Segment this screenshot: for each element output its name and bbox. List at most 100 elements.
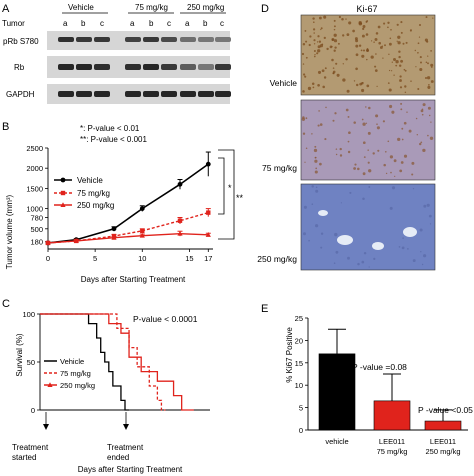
ihc-stain-dot: [357, 167, 360, 171]
ihc-stain-dot: [324, 138, 327, 141]
ihc-stain-dot: [342, 78, 346, 82]
ihc-stain-dot: [333, 25, 336, 28]
ihc-stain-dot: [388, 42, 392, 46]
ihc-stain-dot: [403, 68, 406, 71]
ihc-stain-dot: [333, 49, 336, 52]
ihc-stain-dot: [401, 138, 404, 141]
ihc-stain-dot: [426, 76, 431, 80]
ihc-stain-dot: [401, 246, 405, 250]
ki67-annotation-1: P -value =0.08: [352, 362, 407, 372]
ihc-stain-dot: [376, 85, 378, 88]
ihc-stain-dot: [321, 69, 325, 73]
ihc-stain-dot: [361, 88, 365, 93]
tumor-volume-point: [45, 240, 51, 245]
ihc-stain-dot: [347, 256, 350, 260]
ihc-stain-dot: [355, 44, 359, 48]
lane-letter: a: [63, 19, 68, 28]
ihc-stain-dot: [355, 83, 359, 87]
group-label-vehicle: Vehicle: [68, 3, 94, 12]
survival-ytick-label: 0: [31, 406, 35, 415]
tumor-volume-point: [140, 228, 145, 234]
ki67-ytick-label: 20: [295, 336, 303, 345]
ki67-annotation-2: P -value <0.05: [418, 405, 473, 415]
ihc-stain-dot: [430, 80, 434, 83]
ihc-stain-dot: [431, 66, 433, 68]
ihc-stain-dot: [399, 75, 402, 78]
ihc-image-2: [300, 99, 436, 181]
survival-xlabel: Days after Starting Treatment: [78, 465, 183, 474]
ihc-stain-dot: [345, 18, 347, 20]
ihc-stain-dot: [314, 145, 317, 148]
tumor-volume-series-line: [47, 232, 209, 244]
ihc-stain-dot: [400, 59, 404, 63]
panel-b-letter: B: [2, 121, 9, 133]
panel-e: E % Ki67 Positive 0 5 10 15 20 25 vehicle LEE0…: [261, 303, 473, 456]
tumor-volume-point: [205, 232, 211, 237]
ihc-stain-dot: [420, 141, 423, 144]
ihc-stain-dot: [403, 121, 407, 125]
ihc-stain-dot: [370, 55, 374, 59]
ihc-stain-dot: [347, 140, 350, 143]
blot-band: [215, 91, 231, 97]
ihc-stain-dot: [305, 40, 308, 43]
ihc-stain-dot: [334, 112, 337, 115]
ihc-stain-dot: [335, 62, 338, 65]
tumor-volume-legend-marker: [60, 190, 66, 196]
ihc-stain-dot: [422, 103, 426, 107]
ihc-row-label-75: 75 mg/kg: [262, 163, 297, 173]
blot-band: [125, 64, 141, 70]
ihc-stain-dot: [345, 108, 349, 112]
ihc-stain-dot: [368, 266, 370, 268]
ihc-stain-dot: [390, 70, 393, 72]
tumor-volume-series-line: [47, 211, 209, 244]
ihc-stain-dot: [397, 137, 401, 142]
ihc-stain-dot: [430, 50, 432, 52]
ihc-stain-dot: [426, 203, 430, 207]
blot-band: [161, 64, 177, 70]
ihc-stain-dot: [317, 35, 320, 38]
ihc-stain-dot: [362, 82, 364, 84]
blot-band: [143, 91, 159, 97]
ihc-stain-dot: [408, 129, 412, 133]
survival-curve: [40, 313, 130, 411]
lane-letter: a: [130, 19, 135, 28]
ihc-stain-dot: [304, 75, 307, 78]
tumor-volume-legend: Vehicle 75 mg/kg 250 mg/kg: [54, 176, 114, 210]
blot-band: [125, 91, 141, 97]
ihc-stain-dot: [396, 23, 399, 26]
ihc-stain-dot: [419, 56, 422, 59]
tumor-volume-legend-label: 250 mg/kg: [77, 201, 114, 210]
tumor-volume-point: [139, 232, 145, 238]
survival-pvalue: P-value < 0.0001: [133, 314, 198, 324]
tumor-volume-point: [139, 206, 145, 212]
ihc-stain-dot: [323, 36, 326, 40]
treatment-start-arrowhead: [43, 424, 49, 430]
ihc-stain-dot: [388, 88, 392, 92]
blot-band: [58, 91, 74, 97]
pvalue-note-2: **: P-value < 0.001: [80, 135, 147, 144]
panel-a-letter: A: [2, 3, 10, 15]
survival-legend-label: 75 mg/kg: [60, 369, 91, 378]
ihc-stain-dot: [429, 136, 434, 140]
ihc-stain-dot: [393, 159, 397, 163]
ihc-stain-dot: [363, 251, 367, 255]
ihc-stain-dot: [318, 40, 322, 43]
ihc-stain-dot: [387, 82, 390, 84]
ihc-stain-dot: [402, 42, 405, 45]
panel-b: B *: P-value < 0.01 **: P-value < 0.001 …: [2, 121, 244, 284]
treatment-ended-line-2: ended: [107, 453, 129, 462]
ihc-stain-dot: [332, 119, 335, 122]
ihc-stain-dot: [417, 42, 420, 45]
survival-curve: [40, 313, 194, 411]
ki67-ytick-label: 25: [295, 314, 303, 323]
ihc-stain-dot: [318, 110, 320, 112]
survival-ylabel: Survival (%): [15, 333, 24, 376]
ihc-stain-dot: [416, 134, 418, 136]
ihc-stain-dot: [335, 153, 338, 156]
ihc-stain-dot: [398, 64, 402, 67]
ihc-image-3: [300, 183, 436, 271]
lane-letter: b: [203, 19, 208, 28]
ihc-stain-dot: [307, 86, 312, 91]
tumor-volume-point: [73, 238, 79, 243]
